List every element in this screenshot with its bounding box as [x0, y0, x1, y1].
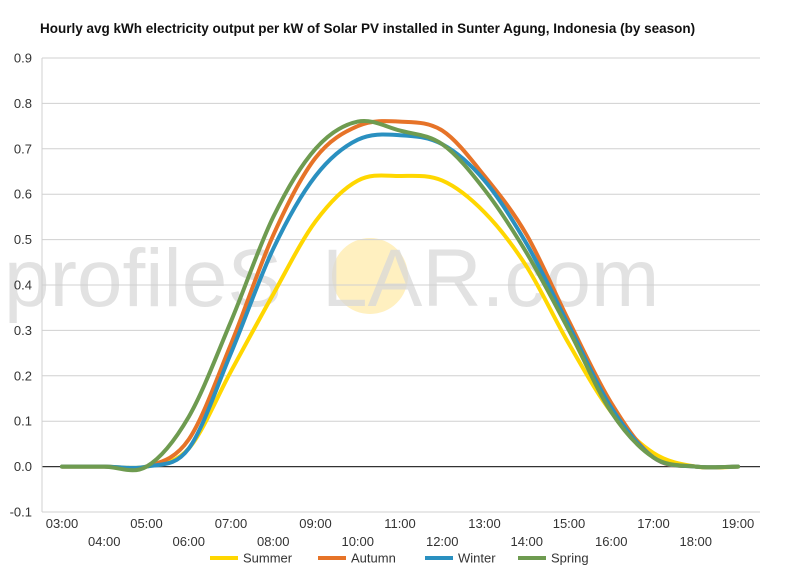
y-tick-label: 0.5: [14, 232, 32, 247]
y-axis-ticks: -0.1 0.0 0.1 0.2 0.3 0.4 0.5 0.6 0.7 0.8 0.9: [10, 51, 32, 520]
legend-label-winter: Winter: [458, 551, 496, 566]
series-line-winter: [60, 132, 740, 470]
series-line-autumn: [60, 119, 740, 471]
legend: Summer Autumn Winter Spring: [210, 551, 589, 566]
y-tick-label: 0.9: [14, 51, 32, 66]
x-tick-label: 19:00: [722, 516, 755, 531]
x-tick-label: 06:00: [172, 534, 205, 549]
x-tick-label: 13:00: [468, 516, 501, 531]
watermark-text: profileS LAR.com: [4, 233, 659, 324]
legend-label-spring: Spring: [551, 551, 589, 566]
x-tick-label: 12:00: [426, 534, 459, 549]
x-axis-ticks: 03:00 04:00 05:00 06:00 07:00 08:00 09:00 10:00…: [46, 516, 755, 549]
x-tick-label: 10:00: [341, 534, 374, 549]
y-tick-label: 0.7: [14, 141, 32, 156]
x-tick-label: 14:00: [510, 534, 543, 549]
legend-label-summer: Summer: [243, 551, 293, 566]
x-tick-label: 07:00: [215, 516, 248, 531]
chart-title: Hourly avg kWh electricity output per kW…: [40, 21, 695, 36]
y-tick-label: 0.2: [14, 368, 32, 383]
watermark: profileS LAR.com: [4, 233, 659, 324]
x-tick-label: 09:00: [299, 516, 332, 531]
x-tick-label: 16:00: [595, 534, 628, 549]
y-tick-label: 0.6: [14, 187, 32, 202]
x-tick-label: 17:00: [637, 516, 670, 531]
x-tick-label: 03:00: [46, 516, 79, 531]
y-tick-label: 0.8: [14, 96, 32, 111]
x-tick-label: 18:00: [679, 534, 712, 549]
y-tick-label: 0.1: [14, 414, 32, 429]
x-tick-label: 11:00: [384, 516, 416, 531]
series-line-spring: [60, 118, 740, 473]
x-tick-label: 04:00: [88, 534, 121, 549]
x-tick-label: 05:00: [130, 516, 163, 531]
y-tick-label: 0.4: [14, 278, 32, 293]
watermark-sun-icon: [332, 238, 408, 314]
series-lines: [60, 118, 740, 473]
y-tick-label: 0.0: [14, 459, 32, 474]
x-tick-label: 15:00: [553, 516, 586, 531]
y-tick-label: 0.3: [14, 323, 32, 338]
y-tick-label: -0.1: [10, 505, 32, 520]
x-tick-label: 08:00: [257, 534, 290, 549]
grid-lines: [41, 57, 760, 513]
legend-label-autumn: Autumn: [351, 551, 396, 566]
